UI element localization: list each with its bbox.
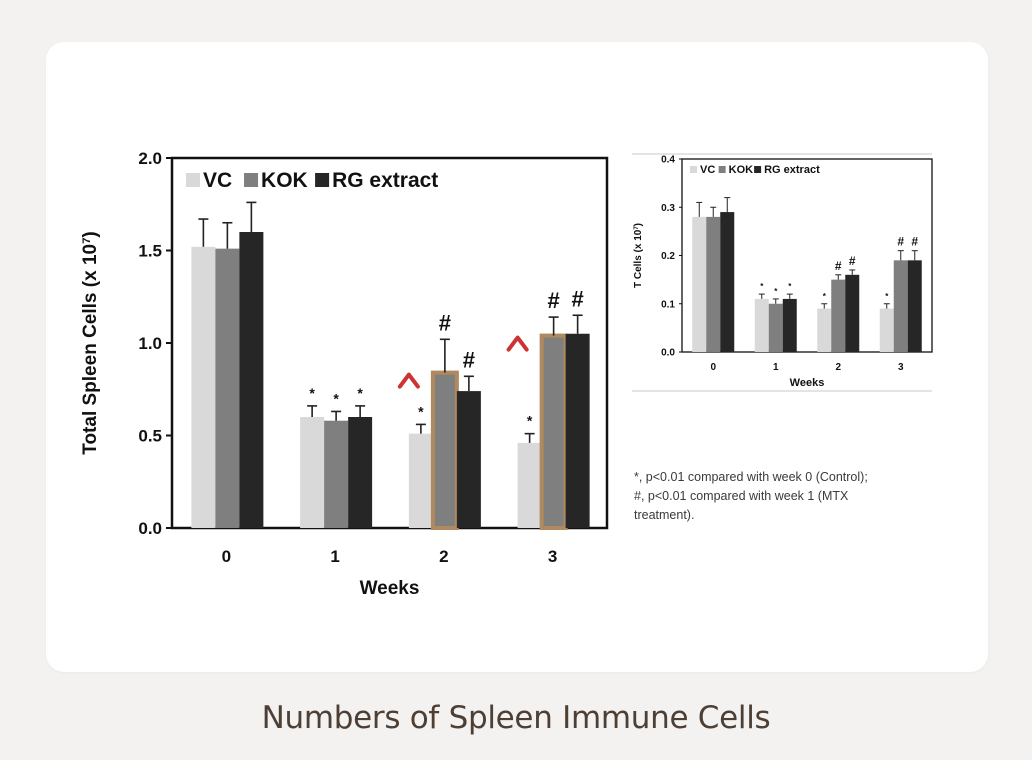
bar-vc bbox=[817, 308, 832, 352]
bar-kok bbox=[706, 216, 721, 352]
footnote-line-1: *, p<0.01 compared with week 0 (Control)… bbox=[634, 470, 868, 484]
footnote-line-3: treatment). bbox=[634, 508, 695, 522]
x-tick-label: 3 bbox=[548, 547, 557, 566]
star-significance-mark: * bbox=[357, 385, 363, 401]
significance-footnote: *, p<0.01 compared with week 0 (Control)… bbox=[634, 468, 964, 525]
x-tick-label: 2 bbox=[439, 547, 448, 566]
bar-vc bbox=[754, 298, 769, 352]
bar-rg-extract bbox=[456, 391, 481, 528]
x-axis-title: Weeks bbox=[790, 377, 825, 389]
y-tick-label: 1.5 bbox=[138, 241, 162, 260]
hash-significance-mark: # bbox=[849, 254, 856, 268]
legend-swatch bbox=[690, 166, 697, 173]
bar-rg-extract bbox=[845, 274, 860, 352]
bar-vc bbox=[692, 216, 707, 352]
y-axis-title: T Cells (x 107) bbox=[633, 223, 644, 288]
x-tick-label: 1 bbox=[330, 547, 339, 566]
y-tick-label: 0.0 bbox=[138, 519, 162, 538]
hash-significance-mark: # bbox=[439, 310, 451, 335]
x-tick-label: 0 bbox=[222, 547, 231, 566]
star-significance-mark: * bbox=[760, 282, 764, 291]
legend-swatch bbox=[315, 173, 330, 187]
star-significance-mark: * bbox=[333, 390, 339, 406]
star-significance-mark: * bbox=[309, 385, 315, 401]
legend-label: RG extract bbox=[332, 169, 438, 192]
hash-significance-mark: # bbox=[463, 347, 475, 372]
x-tick-label: 2 bbox=[835, 362, 841, 373]
bar-kok bbox=[768, 303, 783, 352]
star-significance-mark: * bbox=[527, 413, 533, 429]
x-axis-title: Weeks bbox=[360, 578, 420, 599]
y-tick-label: 0.3 bbox=[661, 203, 675, 214]
legend-swatch bbox=[186, 173, 200, 187]
legend-swatch bbox=[718, 166, 726, 173]
y-tick-label: 0.1 bbox=[661, 299, 675, 310]
bar-vc bbox=[191, 246, 216, 529]
arrowhead bbox=[397, 372, 420, 389]
hash-significance-mark: # bbox=[548, 288, 560, 313]
bar-kok bbox=[893, 260, 908, 352]
y-tick-label: 0.4 bbox=[661, 155, 675, 166]
bar-rg-extract bbox=[907, 260, 922, 352]
bar-kok bbox=[215, 248, 240, 528]
hash-significance-mark: # bbox=[835, 259, 842, 273]
bar-rg-extract bbox=[720, 212, 735, 352]
star-significance-mark: * bbox=[788, 282, 792, 291]
bar-vc bbox=[300, 417, 325, 528]
y-tick-label: 1.0 bbox=[138, 334, 162, 353]
footnote-line-2: #, p<0.01 compared with week 1 (MTX bbox=[634, 489, 849, 503]
legend-label: VC bbox=[203, 169, 232, 192]
hash-significance-mark: # bbox=[897, 235, 904, 249]
x-tick-label: 3 bbox=[898, 362, 904, 373]
bar-vc bbox=[879, 308, 894, 352]
figure-caption: Numbers of Spleen Immune Cells bbox=[261, 700, 771, 736]
star-significance-mark: * bbox=[774, 287, 778, 296]
bar-kok bbox=[831, 279, 846, 352]
hash-significance-mark: # bbox=[911, 235, 918, 249]
bar-rg-extract bbox=[239, 232, 264, 528]
legend-label: KOK bbox=[729, 164, 754, 176]
bar-kok bbox=[430, 370, 459, 530]
legend-swatch bbox=[754, 166, 762, 173]
legend-label: VC bbox=[700, 164, 715, 176]
y-axis-title: Total Spleen Cells (x 107) bbox=[80, 231, 101, 455]
arrowhead bbox=[506, 335, 529, 352]
hash-significance-mark: # bbox=[572, 286, 584, 311]
bar-rg-extract bbox=[348, 417, 373, 528]
legend-label: RG extract bbox=[764, 164, 820, 176]
star-significance-mark: * bbox=[823, 292, 827, 301]
bar-rg-extract bbox=[782, 298, 797, 352]
x-tick-label: 1 bbox=[773, 362, 779, 373]
x-tick-label: 0 bbox=[710, 362, 716, 373]
star-significance-mark: * bbox=[885, 292, 889, 301]
y-tick-label: 0.0 bbox=[661, 348, 675, 359]
bar-rg-extract bbox=[565, 333, 590, 528]
bar-vc bbox=[408, 433, 433, 528]
legend-swatch bbox=[244, 173, 259, 187]
y-tick-label: 0.5 bbox=[138, 426, 162, 445]
y-tick-label: 2.0 bbox=[138, 149, 162, 168]
y-tick-label: 0.2 bbox=[661, 251, 675, 262]
bar-kok bbox=[324, 420, 349, 528]
legend-label: KOK bbox=[261, 169, 308, 192]
star-significance-mark: * bbox=[418, 403, 424, 419]
bar-vc bbox=[517, 442, 542, 528]
